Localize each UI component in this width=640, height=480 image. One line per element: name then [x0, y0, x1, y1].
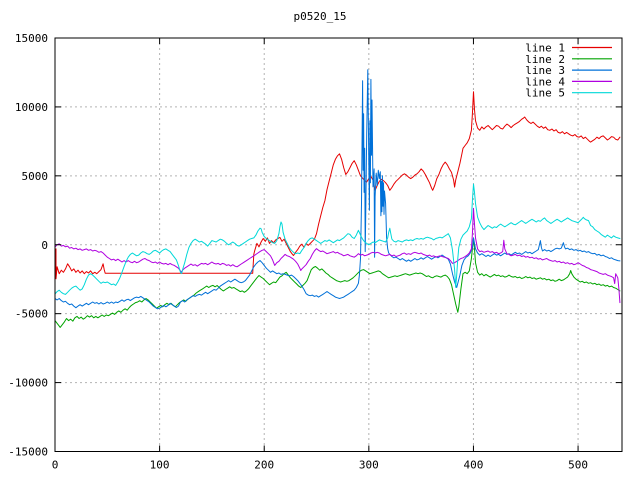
x-axis-tick-label: 100 [150, 459, 170, 472]
y-axis-tick-label: -15000 [8, 446, 48, 459]
legend-label: line 1 [525, 42, 565, 55]
series-line-2 [54, 237, 621, 328]
legend-label: line 2 [525, 53, 565, 66]
series-line-3 [54, 69, 621, 310]
y-axis-tick-label: -10000 [8, 377, 48, 390]
x-axis-tick-label: 400 [464, 459, 484, 472]
x-axis-tick-label: 200 [254, 459, 274, 472]
legend-label: line 4 [525, 75, 565, 88]
y-axis-tick-label: -5000 [15, 308, 48, 321]
series-line-5 [54, 183, 621, 295]
legend-label: line 5 [525, 87, 565, 100]
y-axis-tick-label: 10000 [15, 101, 48, 114]
series-line-4 [54, 207, 621, 304]
y-axis-tick-label: 15000 [15, 32, 48, 45]
series-line-1 [54, 91, 621, 280]
x-axis-tick-label: 300 [359, 459, 379, 472]
legend-label: line 3 [525, 64, 565, 77]
y-axis-tick-label: 0 [41, 239, 48, 252]
y-axis-tick-label: 5000 [22, 170, 49, 183]
x-axis-tick-label: 500 [568, 459, 588, 472]
x-axis-tick-label: 0 [52, 459, 59, 472]
chart-title: p0520_15 [293, 10, 347, 23]
